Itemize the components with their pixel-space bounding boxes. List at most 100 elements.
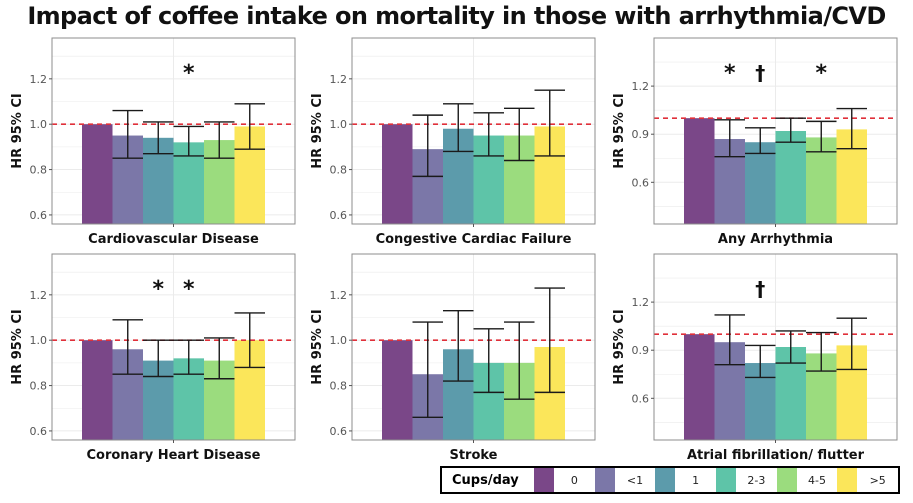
error-bar-<1 bbox=[714, 119, 745, 158]
legend-item-5: >5 bbox=[837, 468, 898, 492]
chart-svg: † 0.6 0.9 1.2 HR 95% CI Atrial fibrillation/ … bbox=[612, 253, 898, 463]
bar-2-3 bbox=[775, 131, 806, 224]
panel-atrial-fibrillation: † 0.6 0.9 1.2 HR 95% CI Atrial fibrillation/ … bbox=[602, 252, 902, 466]
error-bar-4-5 bbox=[806, 120, 837, 153]
panel-congestive-cardiac-failure: 0.6 0.8 1.0 1.2 HR 95% CI Congestive Cardiac … bbox=[300, 36, 600, 250]
y-tick-label: 0.6 bbox=[30, 425, 48, 438]
error-bar-<1 bbox=[412, 114, 443, 178]
legend-label: 4-5 bbox=[808, 473, 826, 487]
error-bar->5 bbox=[534, 89, 565, 157]
panel-coronary-heart-disease: * * 0.6 0.8 1.0 1.2 HR 95% CI Coronary Heart Di… bbox=[0, 252, 300, 466]
bar-0 bbox=[684, 118, 715, 224]
y-tick-label: 0.8 bbox=[330, 164, 348, 177]
legend-item-0: 0 bbox=[534, 468, 595, 492]
legend-swatch bbox=[776, 468, 797, 492]
y-axis-label: HR 95% CI bbox=[310, 309, 325, 384]
bar-0 bbox=[82, 124, 113, 224]
error-bar->5 bbox=[836, 107, 867, 150]
y-axis-label: HR 95% CI bbox=[10, 309, 25, 384]
bar-0 bbox=[82, 340, 113, 440]
error-bar-<1 bbox=[714, 314, 745, 366]
y-tick-label: 1.0 bbox=[30, 334, 48, 347]
bar-1 bbox=[745, 142, 776, 224]
legend-item-2: 1 bbox=[655, 468, 716, 492]
figure-title: Impact of coffee intake on mortality in … bbox=[27, 2, 886, 30]
legend-item-4: 4-5 bbox=[776, 468, 838, 492]
y-tick-label: 1.2 bbox=[30, 73, 48, 86]
error-bar->5 bbox=[836, 317, 867, 371]
y-tick-label: 1.2 bbox=[632, 80, 650, 93]
legend-label: <1 bbox=[626, 473, 644, 487]
error-bar-4-5 bbox=[504, 321, 535, 400]
x-axis-label: Stroke bbox=[449, 448, 497, 463]
significance-marker: * bbox=[183, 61, 195, 86]
chart-svg: * * 0.6 0.8 1.0 1.2 HR 95% CI Coronary Heart Di… bbox=[10, 253, 296, 463]
y-axis-label: HR 95% CI bbox=[10, 93, 25, 168]
legend-item-3: 2-3 bbox=[716, 468, 777, 492]
legend-swatch bbox=[594, 468, 615, 492]
error-bar-<1 bbox=[112, 319, 143, 375]
y-tick-label: 0.8 bbox=[30, 164, 48, 177]
panel-any-arrhythmia: * † * 0.6 0.9 1.2 HR 95% CI Any Arrhythmia bbox=[602, 36, 902, 250]
error-bar-2-3 bbox=[173, 125, 204, 157]
chart-svg: * 0.6 0.8 1.0 1.2 HR 95% CI Cardiovascular Dis… bbox=[10, 37, 296, 247]
x-axis-label: Atrial fibrillation/ flutter bbox=[687, 448, 865, 463]
y-tick-label: 1.2 bbox=[330, 289, 348, 302]
error-bar->5 bbox=[234, 103, 265, 150]
error-bar-1 bbox=[745, 344, 776, 379]
panel-stroke: 0.6 0.8 1.0 1.2 HR 95% CI Stroke bbox=[300, 252, 600, 466]
y-tick-label: 1.2 bbox=[30, 289, 48, 302]
legend-label: 1 bbox=[692, 473, 700, 487]
error-bar-2-3 bbox=[775, 117, 806, 143]
legend-swatch bbox=[837, 468, 858, 492]
significance-marker: * bbox=[815, 61, 827, 86]
chart-svg: * † * 0.6 0.9 1.2 HR 95% CI Any Arrhythmia bbox=[612, 37, 898, 247]
y-tick-label: 0.6 bbox=[632, 176, 650, 189]
bar-0 bbox=[382, 124, 413, 224]
error-bar-2-3 bbox=[473, 328, 504, 394]
y-axis-label: HR 95% CI bbox=[612, 93, 627, 168]
significance-marker: * bbox=[152, 277, 164, 302]
y-tick-label: 0.6 bbox=[330, 425, 348, 438]
y-axis-label: HR 95% CI bbox=[612, 309, 627, 384]
y-tick-label: 1.0 bbox=[330, 118, 348, 131]
y-tick-label: 0.6 bbox=[632, 392, 650, 405]
x-axis-label: Cardiovascular Disease bbox=[88, 232, 259, 247]
chart-svg: 0.6 0.8 1.0 1.2 HR 95% CI Stroke bbox=[310, 253, 596, 463]
legend-swatch bbox=[716, 468, 737, 492]
x-axis-label: Congestive Cardiac Failure bbox=[376, 232, 572, 247]
y-tick-label: 1.0 bbox=[330, 334, 348, 347]
error-bar-<1 bbox=[412, 321, 443, 419]
legend-swatch bbox=[534, 468, 554, 492]
error-bar->5 bbox=[534, 287, 565, 394]
significance-marker: * bbox=[724, 61, 736, 86]
panel-cardiovascular-disease: * 0.6 0.8 1.0 1.2 HR 95% CI Cardiovascular Dis… bbox=[0, 36, 300, 250]
legend-label: >5 bbox=[869, 473, 886, 487]
legend-label: 0 bbox=[570, 473, 578, 487]
y-tick-label: 0.6 bbox=[30, 209, 48, 222]
y-tick-label: 1.2 bbox=[330, 73, 348, 86]
y-tick-label: 0.8 bbox=[330, 380, 348, 393]
error-bar-1 bbox=[443, 103, 474, 153]
error-bar-2-3 bbox=[775, 330, 806, 364]
legend-label: 2-3 bbox=[747, 473, 766, 487]
y-tick-label: 0.9 bbox=[632, 128, 650, 141]
legend-title: Cups/day bbox=[452, 472, 519, 488]
significance-marker: † bbox=[755, 277, 765, 301]
y-tick-label: 0.8 bbox=[30, 380, 48, 393]
y-axis-label: HR 95% CI bbox=[310, 93, 325, 168]
y-tick-label: 0.6 bbox=[330, 209, 348, 222]
legend-item-1: <1 bbox=[594, 468, 656, 492]
legend: Cups/day 0 <1 1 2-3 4-5 >5 bbox=[440, 466, 900, 494]
y-tick-label: 1.2 bbox=[632, 296, 650, 309]
error-bar-4-5 bbox=[204, 337, 235, 380]
y-tick-label: 1.0 bbox=[30, 118, 48, 131]
error-bar-4-5 bbox=[204, 121, 235, 159]
error-bar->5 bbox=[234, 312, 265, 369]
error-bar-<1 bbox=[112, 109, 143, 159]
significance-marker: * bbox=[183, 277, 195, 302]
error-bar-4-5 bbox=[504, 107, 535, 162]
x-axis-label: Coronary Heart Disease bbox=[86, 448, 260, 463]
error-bar-1 bbox=[443, 310, 474, 382]
error-bar-1 bbox=[143, 339, 174, 378]
